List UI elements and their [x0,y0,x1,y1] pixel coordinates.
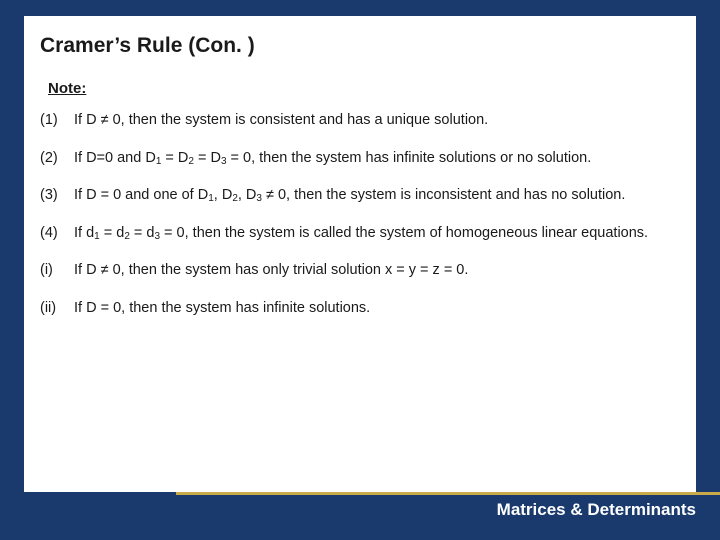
rule-item-number: (i) [40,261,74,281]
note-label: Note: [48,80,680,97]
rules-list: (1)If D ≠ 0, then the system is consiste… [40,111,680,318]
rule-item-number: (3) [40,186,74,206]
rule-item-text: If D ≠ 0, then the system is consistent … [74,111,680,131]
rule-item-number: (4) [40,224,74,244]
rule-item-text: If D ≠ 0, then the system has only trivi… [74,261,680,281]
slide-frame: Cramer’s Rule (Con. ) Note: (1)If D ≠ 0,… [0,0,720,540]
slide-title: Cramer’s Rule (Con. ) [40,34,680,58]
rule-item-number: (1) [40,111,74,131]
rule-item: (3)If D = 0 and one of D1, D2, D3 ≠ 0, t… [40,186,680,206]
rule-item-text: If D=0 and D1 = D2 = D3 = 0, then the sy… [74,149,680,169]
rule-item-number: (ii) [40,299,74,319]
rule-item-text: If D = 0, then the system has infinite s… [74,299,680,319]
footer: Matrices & Determinants [0,492,720,540]
footer-bar [176,492,720,540]
rule-item: (2)If D=0 and D1 = D2 = D3 = 0, then the… [40,149,680,169]
rule-item: (i)If D ≠ 0, then the system has only tr… [40,261,680,281]
rule-item-text: If D = 0 and one of D1, D2, D3 ≠ 0, then… [74,186,680,206]
footer-title: Matrices & Determinants [497,500,696,520]
footer-left-block [0,504,176,540]
rule-item: (4)If d1 = d2 = d3 = 0, then the system … [40,224,680,244]
rule-item-text: If d1 = d2 = d3 = 0, then the system is … [74,224,680,244]
rule-item-number: (2) [40,149,74,169]
content-panel: Cramer’s Rule (Con. ) Note: (1)If D ≠ 0,… [24,16,696,492]
rule-item: (1)If D ≠ 0, then the system is consiste… [40,111,680,131]
rule-item: (ii)If D = 0, then the system has infini… [40,299,680,319]
